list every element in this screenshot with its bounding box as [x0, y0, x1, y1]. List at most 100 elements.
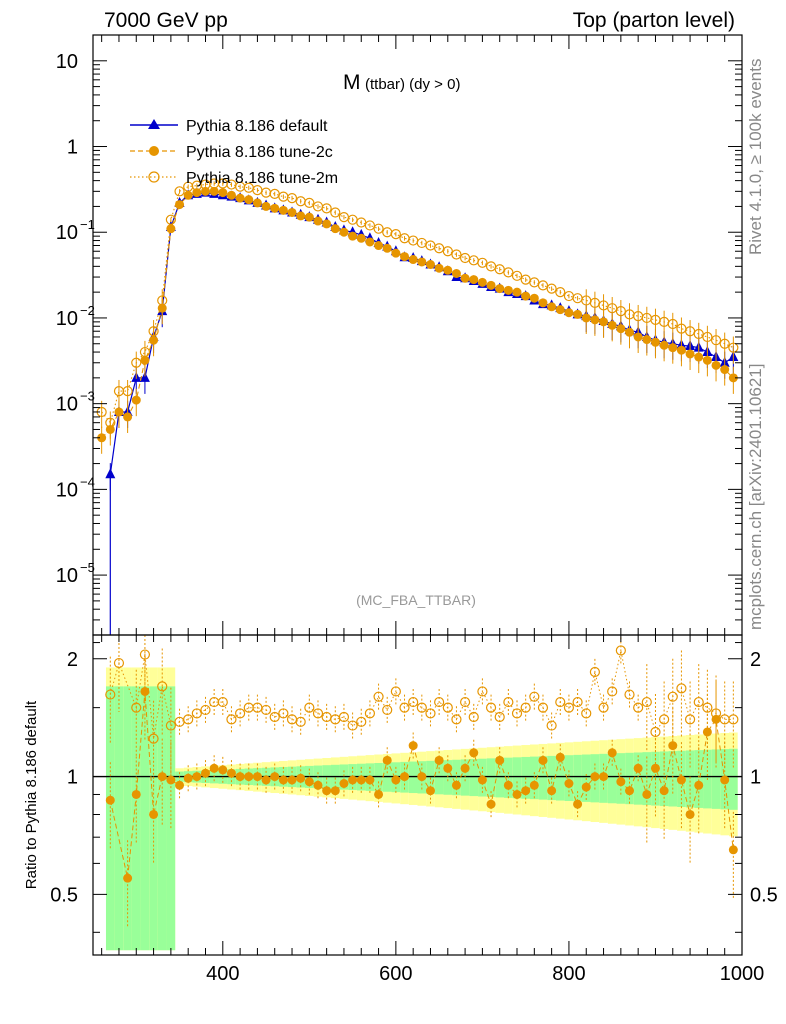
data-point: [494, 264, 505, 275]
legend-entry-default: Pythia 8.186 default: [130, 118, 328, 135]
y-tick-label: 1: [67, 137, 78, 159]
ratio-point: [313, 780, 323, 790]
band-green: [564, 755, 574, 801]
ratio-point: [365, 775, 375, 785]
data-point: [175, 200, 185, 210]
ratio-y-tick-label-right: 2: [750, 649, 761, 671]
ratio-point: [590, 772, 600, 782]
data-point: [261, 201, 271, 211]
ratio-point: [139, 649, 151, 660]
data-point: [615, 306, 626, 317]
legend-entry-tune2c: Pythia 8.186 tune-2c: [130, 144, 333, 161]
data-point: [477, 257, 488, 268]
data-point: [521, 291, 531, 301]
ratio-point: [564, 779, 574, 789]
band-green: [512, 757, 522, 799]
ratio-ylabel: Ratio to Pythia 8.186 default: [23, 700, 40, 889]
data-point: [139, 346, 151, 358]
ratio-point: [192, 772, 202, 782]
y-tick-label: 10: [56, 51, 78, 73]
ratio-point: [131, 789, 141, 799]
ratio-point: [650, 763, 660, 773]
ratio-point: [676, 775, 686, 785]
ratio-point: [217, 696, 228, 708]
ratio-point: [460, 763, 470, 773]
ratio-point: [166, 775, 176, 785]
ratio-point: [599, 772, 609, 782]
data-point: [131, 357, 142, 368]
data-point: [97, 433, 107, 443]
ratio-point: [615, 645, 626, 656]
ratio-point: [382, 755, 392, 765]
data-point: [581, 313, 591, 323]
band-green: [573, 754, 582, 802]
ratio-point: [417, 772, 427, 782]
ratio-point: [563, 702, 575, 713]
data-point: [166, 224, 176, 234]
ratio-point: [175, 780, 185, 790]
ratio-point: [702, 702, 713, 713]
x-tick-label: 400: [206, 963, 239, 985]
data-point: [364, 220, 376, 231]
data-point: [668, 343, 678, 353]
legend-entry-tune2m: Pythia 8.186 tune-2m: [130, 170, 338, 187]
x-tick-label: 600: [379, 963, 412, 985]
ratio-point: [261, 775, 271, 785]
ratio-point: [425, 786, 435, 796]
ratio-point: [200, 768, 210, 778]
ratio-point: [391, 775, 401, 785]
legend-marker-tune2m: [148, 171, 160, 183]
ratio-point: [529, 780, 539, 790]
ratio-point: [113, 657, 125, 669]
ratio-point: [633, 763, 643, 773]
ratio-point: [555, 752, 565, 762]
chart-title-main: M: [343, 71, 361, 94]
ratio-point: [131, 702, 142, 713]
y-tick-exponent: −5: [80, 560, 95, 575]
y-tick-label: 10: [56, 394, 78, 416]
data-point: [529, 277, 540, 288]
mcplots-label: mcplots.cern.ch [arXiv:2401.10621]: [746, 364, 765, 630]
data-point: [555, 305, 565, 315]
data-point: [693, 328, 704, 340]
ratio-point: [477, 775, 487, 785]
data-point: [174, 186, 185, 197]
ratio-point: [312, 708, 324, 719]
series-0: [105, 186, 739, 635]
data-point: [400, 252, 410, 262]
ratio-point: [287, 775, 297, 785]
ratio-point: [226, 714, 237, 725]
ratio-point: [382, 704, 393, 716]
ratio-point: [356, 775, 366, 785]
data-point: [650, 337, 660, 347]
ratio-point: [200, 704, 211, 716]
data-point: [537, 280, 549, 291]
ratio-point: [694, 780, 704, 790]
ratio-point: [434, 696, 445, 708]
data-point: [564, 308, 574, 318]
header-left: 7000 GeV pp: [104, 9, 228, 32]
ratio-point: [149, 809, 159, 819]
ratio-point: [235, 772, 245, 782]
ratio-point: [668, 741, 678, 751]
ratio-point: [451, 714, 462, 725]
ratio-point: [659, 714, 670, 725]
ratio-point: [105, 689, 116, 700]
ratio-point: [503, 696, 514, 708]
data-point: [434, 263, 444, 273]
data-point: [304, 197, 315, 208]
data-point: [460, 273, 470, 283]
ratio-series-tune2m: [105, 635, 739, 788]
ratio-y-tick-label: 2: [67, 649, 78, 671]
ratio-point: [573, 799, 583, 809]
data-point: [442, 246, 453, 257]
ratio-point: [469, 748, 479, 758]
rivet-label: Rivet 4.1.0, ≥ 100k events: [746, 59, 765, 255]
ratio-point: [720, 775, 730, 785]
legend-marker-default: [148, 119, 160, 129]
band-green: [685, 750, 695, 808]
data-point: [123, 412, 133, 422]
ratio-point: [157, 681, 168, 692]
data-point: [728, 342, 739, 353]
